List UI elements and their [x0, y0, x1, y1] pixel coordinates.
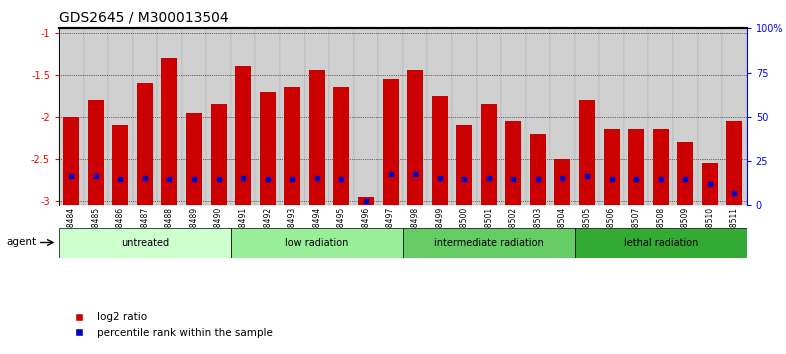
- FancyBboxPatch shape: [59, 28, 83, 205]
- Bar: [530, 134, 546, 205]
- Text: GSM158487: GSM158487: [141, 207, 149, 253]
- Legend: log2 ratio, percentile rank within the sample: log2 ratio, percentile rank within the s…: [64, 308, 277, 342]
- Bar: [63, 117, 79, 205]
- Bar: [407, 70, 423, 205]
- Bar: [652, 130, 669, 205]
- FancyBboxPatch shape: [157, 28, 182, 205]
- Bar: [579, 100, 595, 205]
- FancyBboxPatch shape: [428, 28, 452, 205]
- Bar: [481, 104, 497, 205]
- Bar: [678, 142, 693, 205]
- Text: GSM158510: GSM158510: [705, 207, 714, 253]
- FancyBboxPatch shape: [378, 28, 402, 205]
- FancyBboxPatch shape: [501, 28, 526, 205]
- Bar: [137, 83, 153, 205]
- FancyBboxPatch shape: [673, 28, 697, 205]
- Text: GSM158508: GSM158508: [656, 207, 665, 253]
- Bar: [726, 121, 743, 205]
- Text: lethal radiation: lethal radiation: [623, 238, 698, 249]
- FancyBboxPatch shape: [108, 28, 133, 205]
- Bar: [309, 70, 325, 205]
- Text: GSM158499: GSM158499: [435, 207, 444, 253]
- Bar: [285, 87, 300, 205]
- Text: GSM158502: GSM158502: [509, 207, 518, 253]
- Bar: [333, 87, 350, 205]
- Bar: [628, 130, 645, 205]
- Text: GSM158488: GSM158488: [165, 207, 174, 253]
- Text: GSM158496: GSM158496: [362, 207, 370, 253]
- FancyBboxPatch shape: [280, 28, 304, 205]
- Text: low radiation: low radiation: [285, 238, 348, 249]
- Text: GSM158484: GSM158484: [67, 207, 75, 253]
- Bar: [402, 228, 575, 258]
- Text: GSM158509: GSM158509: [681, 207, 690, 253]
- Text: GSM158495: GSM158495: [337, 207, 346, 253]
- Text: GDS2645 / M300013504: GDS2645 / M300013504: [59, 11, 229, 25]
- Bar: [112, 125, 128, 205]
- Bar: [161, 58, 178, 205]
- Bar: [432, 96, 448, 205]
- Text: GSM158493: GSM158493: [288, 207, 297, 253]
- Text: intermediate radiation: intermediate radiation: [434, 238, 544, 249]
- FancyBboxPatch shape: [722, 28, 747, 205]
- FancyBboxPatch shape: [329, 28, 354, 205]
- Text: GSM158498: GSM158498: [410, 207, 420, 253]
- FancyBboxPatch shape: [624, 28, 648, 205]
- Text: GSM158506: GSM158506: [607, 207, 616, 253]
- FancyBboxPatch shape: [231, 28, 255, 205]
- Bar: [702, 163, 718, 205]
- Bar: [88, 100, 104, 205]
- Text: agent: agent: [6, 238, 36, 247]
- Text: untreated: untreated: [121, 238, 169, 249]
- FancyBboxPatch shape: [402, 28, 428, 205]
- FancyBboxPatch shape: [255, 28, 280, 205]
- FancyBboxPatch shape: [182, 28, 206, 205]
- Bar: [604, 130, 619, 205]
- Bar: [456, 125, 472, 205]
- Bar: [235, 66, 252, 205]
- Text: GSM158492: GSM158492: [263, 207, 272, 253]
- Text: GSM158501: GSM158501: [484, 207, 494, 253]
- Bar: [59, 228, 231, 258]
- Text: GSM158503: GSM158503: [534, 207, 542, 253]
- Bar: [211, 104, 226, 205]
- Text: GSM158491: GSM158491: [239, 207, 248, 253]
- Text: GSM158504: GSM158504: [558, 207, 567, 253]
- Bar: [186, 113, 202, 205]
- Bar: [259, 92, 276, 205]
- FancyBboxPatch shape: [648, 28, 673, 205]
- Bar: [358, 197, 374, 205]
- FancyBboxPatch shape: [133, 28, 157, 205]
- FancyBboxPatch shape: [304, 28, 329, 205]
- FancyBboxPatch shape: [452, 28, 476, 205]
- FancyBboxPatch shape: [83, 28, 108, 205]
- FancyBboxPatch shape: [550, 28, 575, 205]
- FancyBboxPatch shape: [526, 28, 550, 205]
- FancyBboxPatch shape: [575, 28, 599, 205]
- Text: GSM158486: GSM158486: [116, 207, 125, 253]
- Bar: [231, 228, 402, 258]
- FancyBboxPatch shape: [206, 28, 231, 205]
- Text: GSM158485: GSM158485: [91, 207, 101, 253]
- FancyBboxPatch shape: [697, 28, 722, 205]
- Bar: [575, 228, 747, 258]
- Text: GSM158489: GSM158489: [189, 207, 199, 253]
- Text: GSM158490: GSM158490: [214, 207, 223, 253]
- Text: GSM158494: GSM158494: [312, 207, 321, 253]
- FancyBboxPatch shape: [599, 28, 624, 205]
- Bar: [554, 159, 571, 205]
- Text: GSM158511: GSM158511: [730, 207, 739, 253]
- Text: GSM158500: GSM158500: [460, 207, 468, 253]
- Bar: [505, 121, 521, 205]
- Text: GSM158507: GSM158507: [632, 207, 641, 253]
- FancyBboxPatch shape: [476, 28, 501, 205]
- Text: GSM158505: GSM158505: [582, 207, 592, 253]
- Text: GSM158497: GSM158497: [386, 207, 395, 253]
- FancyBboxPatch shape: [354, 28, 378, 205]
- Bar: [383, 79, 399, 205]
